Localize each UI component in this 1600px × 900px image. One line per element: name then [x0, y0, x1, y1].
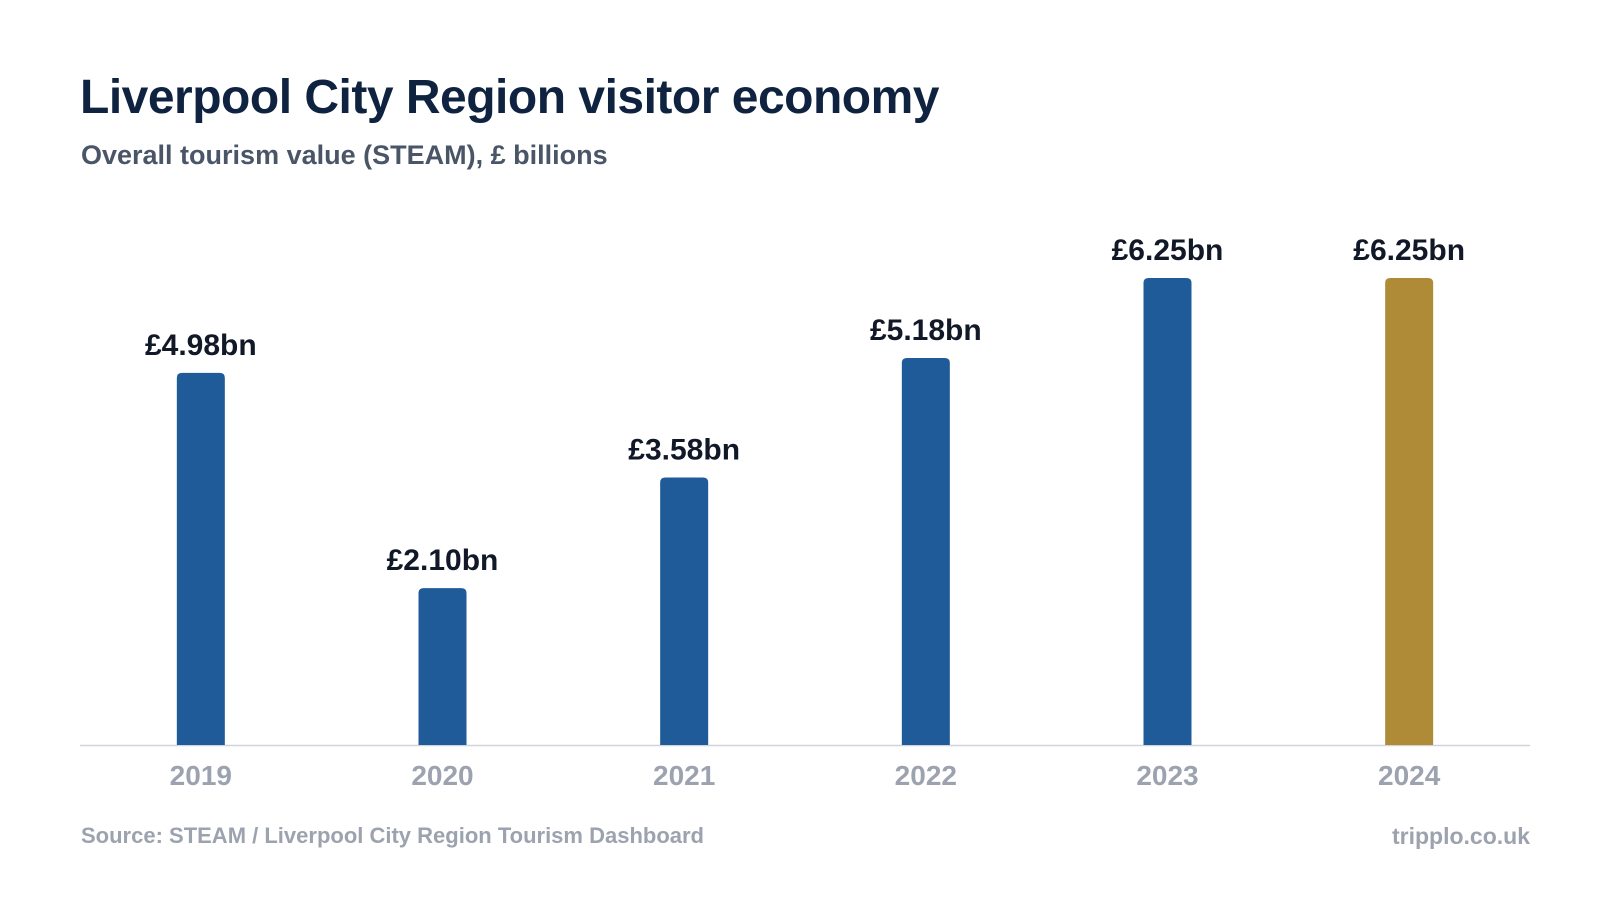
x-tick-label-2023: 2023: [1136, 760, 1198, 791]
chart-title: Liverpool City Region visitor economy: [80, 71, 939, 124]
source-note: Source: STEAM / Liverpool City Region To…: [81, 823, 704, 848]
chart-subtitle: Overall tourism value (STEAM), £ billion…: [81, 140, 608, 170]
value-label-2024: £6.25bn: [1353, 234, 1465, 267]
x-tick-label-2021: 2021: [653, 760, 715, 791]
value-label-2021: £3.58bn: [628, 434, 740, 467]
bar-2021: [660, 477, 709, 745]
x-tick-label-2019: 2019: [170, 760, 232, 791]
value-label-2019: £4.98bn: [145, 329, 257, 362]
value-label-2022: £5.18bn: [870, 314, 982, 347]
x-tick-label-2022: 2022: [895, 760, 957, 791]
x-tick-label-2020: 2020: [411, 760, 473, 791]
bar-2024: [1385, 278, 1434, 745]
bar-2022: [901, 357, 950, 745]
value-label-2023: £6.25bn: [1112, 234, 1224, 267]
value-label-2020: £2.10bn: [387, 544, 499, 577]
bar-2020: [418, 588, 467, 745]
brand-label: tripplo.co.uk: [1392, 823, 1530, 849]
x-tick-label-2024: 2024: [1378, 760, 1441, 791]
bar-2023: [1143, 278, 1192, 745]
bar-2019: [176, 372, 225, 745]
